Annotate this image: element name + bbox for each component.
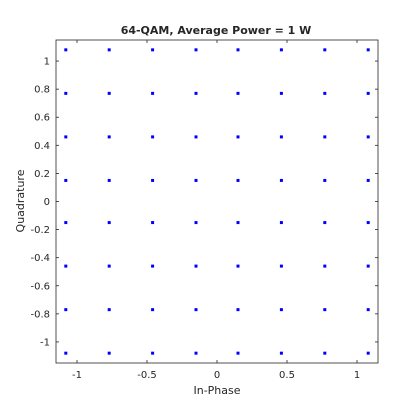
y-tick-label: 0 <box>44 197 50 208</box>
constellation-point <box>107 264 111 268</box>
constellation-point <box>279 178 283 182</box>
constellation-point <box>279 264 283 268</box>
constellation-point <box>236 48 240 52</box>
constellation-points <box>64 48 370 355</box>
constellation-point <box>236 221 240 225</box>
y-tick-label: 0.8 <box>34 85 50 96</box>
constellation-point <box>323 135 327 139</box>
x-tick-label: -0.5 <box>137 370 157 381</box>
constellation-point <box>151 178 155 182</box>
constellation-point <box>151 48 155 52</box>
x-axis: -1 -0.5 0 0.5 1 <box>72 40 360 381</box>
constellation-point <box>64 264 68 268</box>
constellation-point <box>366 135 370 139</box>
constellation-point <box>107 135 111 139</box>
constellation-point <box>236 178 240 182</box>
y-tick-label: -0.6 <box>30 281 50 292</box>
y-tick-label: -0.2 <box>30 225 50 236</box>
constellation-point <box>366 308 370 312</box>
constellation-point <box>323 221 327 225</box>
constellation-point <box>64 91 68 95</box>
constellation-point <box>64 308 68 312</box>
constellation-point <box>366 91 370 95</box>
y-tick-label: -0.8 <box>30 309 50 320</box>
constellation-point <box>151 221 155 225</box>
x-tick-label: -1 <box>72 370 82 381</box>
constellation-point <box>323 264 327 268</box>
plot-area <box>55 39 379 364</box>
constellation-point <box>366 264 370 268</box>
constellation-point <box>151 264 155 268</box>
y-axis-label: Quadrature <box>14 169 27 232</box>
constellation-point <box>107 351 111 355</box>
constellation-point <box>194 178 198 182</box>
constellation-point <box>151 351 155 355</box>
constellation-point <box>64 48 68 52</box>
constellation-point <box>279 135 283 139</box>
constellation-point <box>64 351 68 355</box>
y-axis: -1 -0.8 -0.6 -0.4 -0.2 0 0.2 0.4 0.6 0.8 1 <box>30 57 378 348</box>
constellation-point <box>64 135 68 139</box>
x-axis-label: In-Phase <box>193 384 240 397</box>
constellation-point <box>107 91 111 95</box>
constellation-point <box>236 351 240 355</box>
chart-title: 64-QAM, Average Power = 1 W <box>121 24 312 37</box>
y-tick-label: 0.4 <box>34 141 50 152</box>
constellation-point <box>107 308 111 312</box>
constellation-point <box>236 91 240 95</box>
constellation-point <box>151 135 155 139</box>
x-tick-label: 0 <box>214 370 220 381</box>
constellation-point <box>107 221 111 225</box>
y-tick-label: 1 <box>44 57 50 68</box>
constellation-point <box>194 221 198 225</box>
constellation-point <box>64 221 68 225</box>
constellation-point <box>194 264 198 268</box>
constellation-point <box>194 351 198 355</box>
constellation-point <box>279 308 283 312</box>
constellation-point <box>366 351 370 355</box>
constellation-point <box>107 48 111 52</box>
constellation-point <box>279 221 283 225</box>
constellation-point <box>236 264 240 268</box>
constellation-point <box>236 308 240 312</box>
constellation-point <box>366 178 370 182</box>
constellation-point <box>366 221 370 225</box>
constellation-point <box>323 48 327 52</box>
constellation-point <box>107 178 111 182</box>
constellation-point <box>323 351 327 355</box>
x-tick-label: 1 <box>354 370 360 381</box>
constellation-point <box>323 308 327 312</box>
constellation-point <box>64 178 68 182</box>
constellation-point <box>279 48 283 52</box>
constellation-point <box>194 308 198 312</box>
constellation-point <box>366 48 370 52</box>
x-tick-label: 0.5 <box>279 370 295 381</box>
constellation-point <box>151 91 155 95</box>
y-tick-label: -0.4 <box>30 253 50 264</box>
constellation-point <box>236 135 240 139</box>
constellation-point <box>194 135 198 139</box>
constellation-point <box>194 48 198 52</box>
y-tick-label: 0.6 <box>34 113 50 124</box>
y-tick-label: 0.2 <box>34 169 50 180</box>
constellation-point <box>279 91 283 95</box>
y-tick-label: -1 <box>40 337 50 348</box>
constellation-point <box>323 91 327 95</box>
constellation-point <box>151 308 155 312</box>
constellation-point <box>323 178 327 182</box>
constellation-point <box>279 351 283 355</box>
constellation-point <box>194 91 198 95</box>
